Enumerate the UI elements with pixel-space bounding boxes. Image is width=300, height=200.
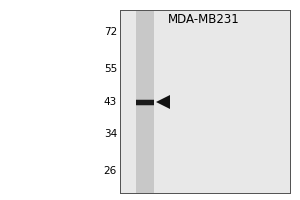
Polygon shape [156,95,170,109]
Text: MDA-MB231: MDA-MB231 [168,13,240,26]
Text: 43: 43 [104,97,117,107]
Text: 26: 26 [104,166,117,176]
Text: 72: 72 [104,27,117,37]
Text: 34: 34 [104,129,117,139]
Text: 55: 55 [104,64,117,74]
